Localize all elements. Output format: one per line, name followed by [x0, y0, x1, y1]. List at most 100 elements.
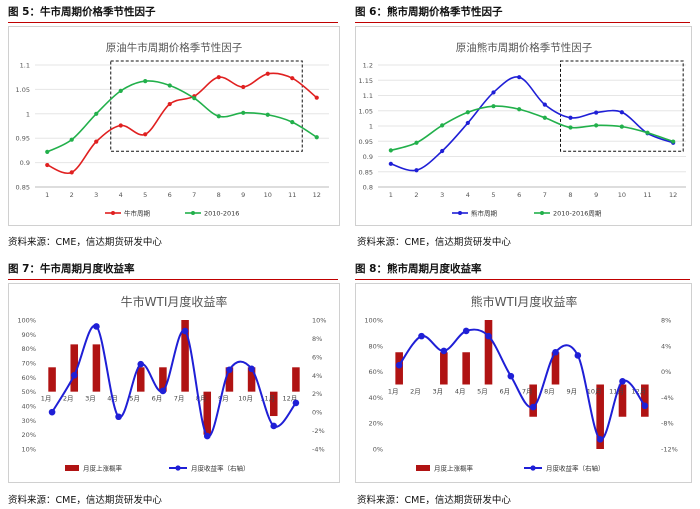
y-tick-label: 0.95 [359, 138, 373, 146]
right-y-tick-label: 10% [312, 317, 326, 325]
right-y-tick-label: -2% [312, 427, 325, 435]
legend-label: 牛市周期 [124, 209, 151, 218]
data-point [48, 408, 56, 416]
data-point [137, 360, 145, 368]
legend-label: 月度收益率（右轴） [546, 464, 605, 473]
category-label: 3月 [85, 395, 96, 403]
left-y-tick-label: 90% [22, 331, 36, 339]
chart-title: 熊市WTI月度收益率 [471, 294, 578, 309]
x-tick-label: 1 [389, 191, 393, 199]
left-y-tick-label: 10% [22, 446, 36, 454]
x-tick-label: 7 [543, 191, 547, 199]
y-tick-label: 0.9 [20, 159, 30, 167]
category-label: 8月 [196, 395, 207, 403]
data-point [517, 107, 522, 112]
x-tick-label: 10 [264, 191, 272, 199]
bar [462, 352, 470, 385]
bar [484, 320, 493, 385]
bar [181, 320, 189, 392]
category-label: 7月 [522, 388, 533, 396]
legend-marker [458, 211, 462, 215]
category-label: 10月 [587, 388, 602, 396]
highlight-box [110, 60, 303, 152]
left-y-tick-label: 100% [17, 317, 36, 325]
left-y-tick-label: 80% [369, 342, 383, 350]
legend-marker [530, 465, 536, 471]
x-tick-label: 10 [618, 191, 626, 199]
data-point [552, 348, 559, 356]
data-point [568, 125, 573, 130]
category-label: 3月 [433, 388, 444, 396]
bar [596, 384, 604, 449]
data-point [619, 377, 626, 385]
data-point [594, 110, 599, 115]
chart-8: 熊市WTI月度收益率 0% 20% 40% 60% 80% 100% -12% -8% -4% 0%… [364, 294, 677, 473]
chart-panel-8: 熊市WTI月度收益率 0% 20% 40% 60% 80% 100% -12% -8% -4% 0%… [355, 283, 692, 483]
data-point [594, 123, 599, 128]
data-point [440, 347, 448, 355]
data-point [115, 413, 122, 421]
x-tick-label: 7 [192, 191, 196, 199]
data-point [388, 161, 393, 166]
data-point [619, 124, 624, 129]
legend-marker [191, 211, 195, 215]
chart-panel-7: 牛市WTI月度收益率 10% 20% 30% 40% 50% 60% 70% 80% 90% 100… [8, 283, 340, 483]
left-y-tick-label: 30% [22, 417, 36, 425]
legend-marker [111, 211, 115, 215]
bar [159, 367, 167, 392]
x-tick-label: 9 [594, 191, 598, 199]
source-note-8: 资料来源：CME，信达期货研发中心 [357, 495, 511, 506]
data-point [671, 139, 676, 144]
source-note-5: 资料来源：CME，信达期货研发中心 [8, 237, 162, 248]
y-tick-label: 0.85 [16, 184, 30, 192]
data-point [265, 112, 270, 117]
x-tick-label: 12 [313, 191, 321, 199]
category-label: 6月 [152, 395, 163, 403]
legend-label: 2010-2016周期 [553, 210, 602, 218]
legend-label: 2010-2016 [204, 210, 239, 218]
x-tick-label: 11 [643, 191, 651, 199]
right-y-tick-label: 0% [661, 368, 671, 376]
right-y-tick-label: 2% [312, 390, 322, 398]
data-point [507, 372, 515, 380]
data-point [143, 132, 148, 137]
right-y-tick-label: -4% [312, 446, 325, 454]
category-label: 6月 [500, 388, 511, 396]
data-point [529, 403, 537, 411]
data-point [395, 361, 403, 369]
bar [551, 352, 560, 385]
y-tick-label: 0.85 [359, 168, 373, 176]
data-point [241, 110, 246, 115]
left-y-tick-label: 20% [369, 420, 383, 428]
left-y-tick-label: 60% [369, 368, 383, 376]
bar [269, 391, 278, 417]
data-point [645, 130, 650, 135]
data-point [290, 119, 295, 125]
category-label: 4月 [455, 388, 466, 396]
bar [618, 384, 627, 417]
figure-caption-8: 图 8：熊市周期月度收益率 [355, 263, 482, 275]
data-point [167, 83, 172, 88]
data-point [414, 140, 419, 145]
legend-label: 熊市周期 [471, 209, 498, 218]
legend-label: 月度收益率（右轴） [191, 464, 250, 473]
x-tick-label: 4 [466, 191, 470, 199]
data-point [574, 352, 582, 359]
data-point [619, 110, 624, 115]
source-note-6: 资料来源：CME，信达期货研发中心 [357, 237, 511, 248]
right-y-tick-label: -4% [661, 394, 674, 402]
bar [203, 391, 212, 435]
x-tick-label: 11 [288, 191, 296, 199]
right-y-tick-label: -8% [661, 420, 674, 428]
y-tick-label: 1.15 [359, 77, 373, 85]
series-line [398, 328, 646, 441]
bar [641, 384, 649, 417]
category-label: 5月 [129, 395, 140, 403]
x-tick-label: 2 [414, 191, 418, 199]
x-tick-label: 1 [45, 191, 49, 199]
figure-caption-5: 图 5：牛市周期价格季节性因子 [8, 6, 156, 18]
x-tick-label: 12 [669, 191, 677, 199]
bar [225, 367, 234, 392]
x-tick-label: 6 [168, 191, 172, 199]
x-tick-label: 8 [217, 191, 221, 199]
